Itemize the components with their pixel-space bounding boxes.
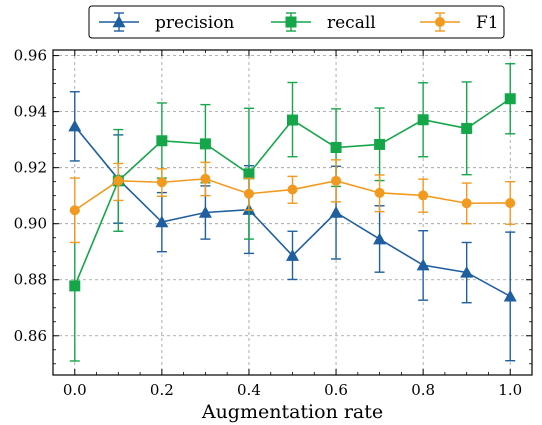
data-point: [199, 138, 211, 150]
y-tick-label: 0.92: [14, 159, 47, 177]
data-point: [505, 197, 516, 208]
y-tick-label: 0.86: [14, 327, 47, 345]
legend-entry-precision: precision: [99, 12, 234, 33]
data-point: [156, 177, 167, 188]
data-point: [69, 205, 80, 216]
data-point: [416, 258, 430, 271]
legend: precision recall F1: [88, 5, 505, 39]
legend-marker: [112, 15, 126, 28]
data-point: [329, 206, 343, 218]
legend-marker: [285, 16, 297, 28]
tick-labels: 0.0 0.2 0.4 0.6 0.8 1.0 0.86 0.88 0.90 0.92 0.94 0.…: [14, 47, 523, 399]
data-point: [287, 184, 298, 195]
legend-entry-recall: recall: [271, 12, 376, 33]
data-point: [418, 190, 429, 201]
legend-label: recall: [327, 13, 376, 33]
data-point: [287, 114, 298, 126]
data-point: [69, 280, 81, 292]
legend-label: F1: [476, 13, 499, 33]
data-point: [373, 232, 387, 245]
y-tick-label: 0.96: [14, 47, 47, 65]
x-tick-label: 0.2: [150, 381, 174, 399]
series-f1: [69, 159, 516, 244]
x-tick-label: 0.6: [324, 381, 348, 399]
legend-marker: [435, 17, 445, 27]
data-point: [374, 138, 386, 150]
data-point: [417, 114, 429, 126]
x-tick-label: 1.0: [498, 381, 522, 399]
data-point: [330, 142, 342, 153]
y-tick-label: 0.88: [14, 271, 47, 289]
data-point: [243, 168, 255, 180]
data-point: [460, 265, 474, 278]
data-point: [461, 198, 472, 209]
data-point: [156, 135, 168, 147]
x-axis-label: Augmentation rate: [201, 401, 383, 423]
data-point: [503, 289, 517, 302]
data-point: [374, 187, 385, 198]
x-tick-label: 0.0: [63, 381, 87, 399]
data-point: [504, 93, 516, 105]
ticks: [53, 50, 532, 375]
legend-label: precision: [155, 13, 234, 33]
series-recall: [69, 63, 516, 362]
data-point: [243, 188, 254, 199]
data-point: [461, 122, 473, 134]
y-tick-label: 0.90: [14, 215, 47, 233]
data-point: [200, 173, 211, 184]
data-point: [331, 175, 342, 186]
series-layer: [68, 63, 517, 362]
data-point: [113, 175, 124, 186]
y-tick-label: 0.94: [14, 103, 47, 121]
x-tick-label: 0.4: [237, 381, 261, 399]
data-point: [198, 206, 212, 218]
x-tick-label: 0.8: [411, 381, 435, 399]
legend-entry-f1: F1: [420, 12, 499, 33]
data-point: [155, 215, 169, 228]
data-point: [68, 119, 82, 132]
data-point: [286, 249, 299, 261]
